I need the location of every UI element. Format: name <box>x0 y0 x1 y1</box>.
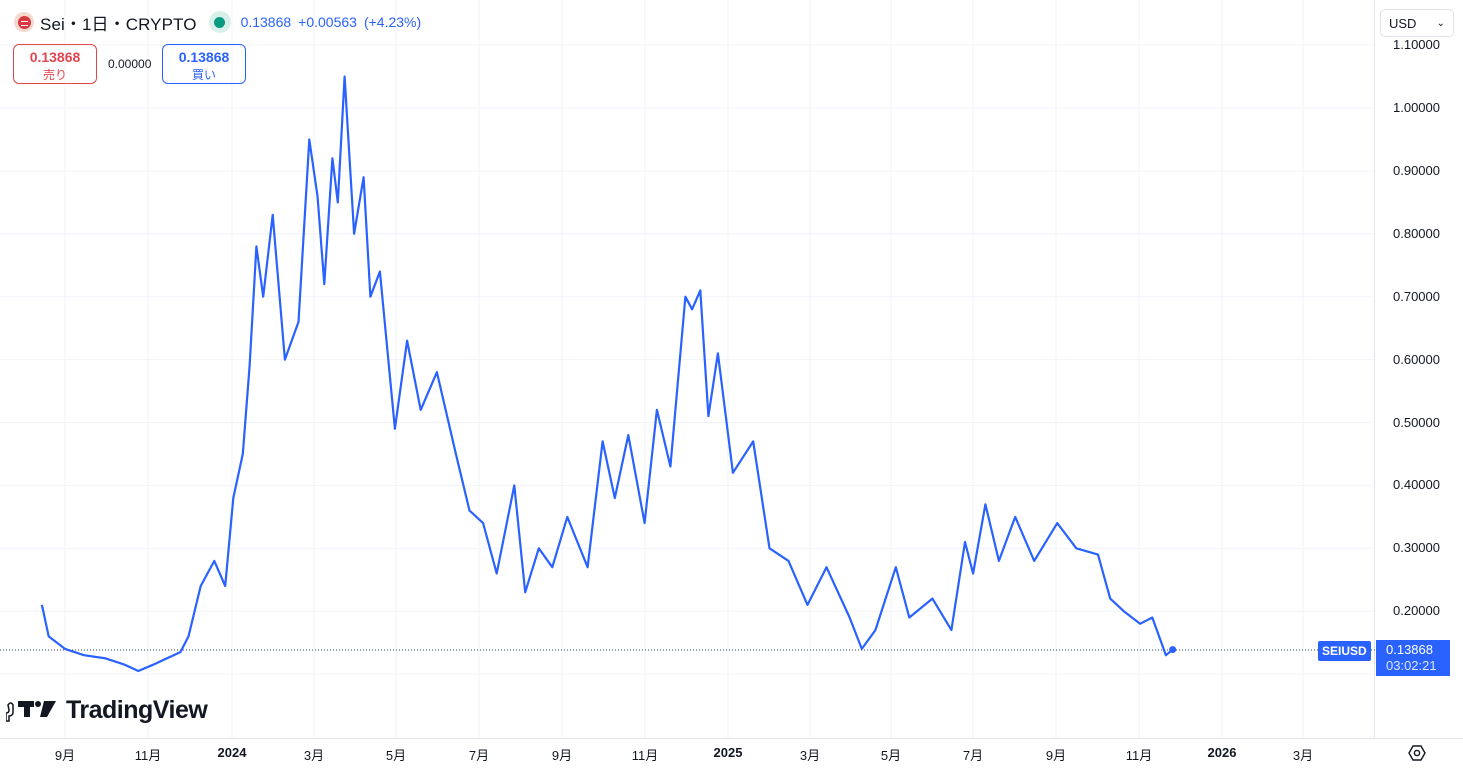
price-axis-label: 0.40000 <box>1393 477 1440 493</box>
price-line-series <box>40 75 1174 673</box>
time-axis-label: 3月 <box>303 748 325 763</box>
buy-label: 買い <box>191 68 216 82</box>
time-axis-label: 7月 <box>468 748 490 763</box>
price-axis-label: 0.60000 <box>1393 351 1440 367</box>
sell-price: 0.13868 <box>29 49 81 65</box>
brand-name: TradingView <box>66 695 208 724</box>
time-axis-label: 9月 <box>54 748 76 763</box>
price-axis-label: 0.80000 <box>1393 225 1440 241</box>
bar-countdown: 03:02:21 <box>1386 658 1437 673</box>
grid-lines <box>0 0 1375 738</box>
sell-button[interactable]: 0.13868 売り <box>13 44 97 84</box>
time-axis-label: 11月 <box>1125 748 1153 763</box>
time-axis-label: 9月 <box>551 748 573 763</box>
price-axis-label: 0.30000 <box>1393 540 1440 556</box>
spread-value: 0.00000 <box>108 57 152 71</box>
price-change-percent: (+4.23%) <box>363 14 422 30</box>
time-axis-label: 5月 <box>880 748 902 763</box>
price-axis-label: 1.10000 <box>1393 37 1440 53</box>
currency-selector[interactable]: USD ⌄ <box>1380 9 1454 37</box>
sell-label: 売り <box>42 68 67 82</box>
time-axis-label: 5月 <box>385 748 407 763</box>
price-axis-label: 1.00000 <box>1393 100 1440 115</box>
tradingview-logo-icon <box>6 701 56 722</box>
plot-area[interactable] <box>0 0 1375 738</box>
price-axis-label: 0.50000 <box>1393 414 1440 430</box>
price-axis-label: 0.20000 <box>1393 603 1440 619</box>
symbol-legend[interactable]: Sei・1日・CRYPTO 0.13868 +0.00563 (+4.23%) <box>14 10 428 34</box>
time-axis-label: 2024 <box>217 745 247 760</box>
tradingview-logo[interactable]: TradingView <box>6 695 208 725</box>
symbol-price-tag: SEIUSD <box>1318 641 1371 661</box>
chevron-down-icon: ⌄ <box>1436 17 1445 29</box>
time-axis-label: 9月 <box>1045 748 1067 763</box>
last-price: 0.13868 <box>240 14 292 30</box>
buy-button[interactable]: 0.13868 買い <box>162 44 246 84</box>
time-axis-label: 11月 <box>134 748 162 763</box>
price-change: +0.00563 <box>298 14 357 30</box>
current-price-value: 0.13868 <box>1386 642 1433 657</box>
sei-logo-icon <box>14 12 34 32</box>
time-axis-label: 11月 <box>631 748 659 763</box>
time-axis-label: 3月 <box>799 748 821 763</box>
time-axis[interactable] <box>0 738 1463 768</box>
current-price-label: 0.13868 03:02:21 <box>1376 640 1450 676</box>
time-axis-label: 2026 <box>1207 745 1237 760</box>
time-axis-label: 2025 <box>713 745 743 760</box>
time-axis-label: 3月 <box>1292 748 1314 763</box>
market-open-status-icon <box>208 11 231 33</box>
time-axis-label: 7月 <box>962 748 984 763</box>
currency-value: USD <box>1389 15 1417 31</box>
price-axis-label: 0.90000 <box>1393 162 1440 178</box>
price-axis-label: 0.70000 <box>1393 288 1440 304</box>
symbol-title[interactable]: Sei・1日・CRYPTO <box>40 14 197 34</box>
last-price-dot <box>1169 646 1177 654</box>
buy-price: 0.13868 <box>178 49 230 65</box>
chart-settings-icon[interactable] <box>1407 743 1427 763</box>
